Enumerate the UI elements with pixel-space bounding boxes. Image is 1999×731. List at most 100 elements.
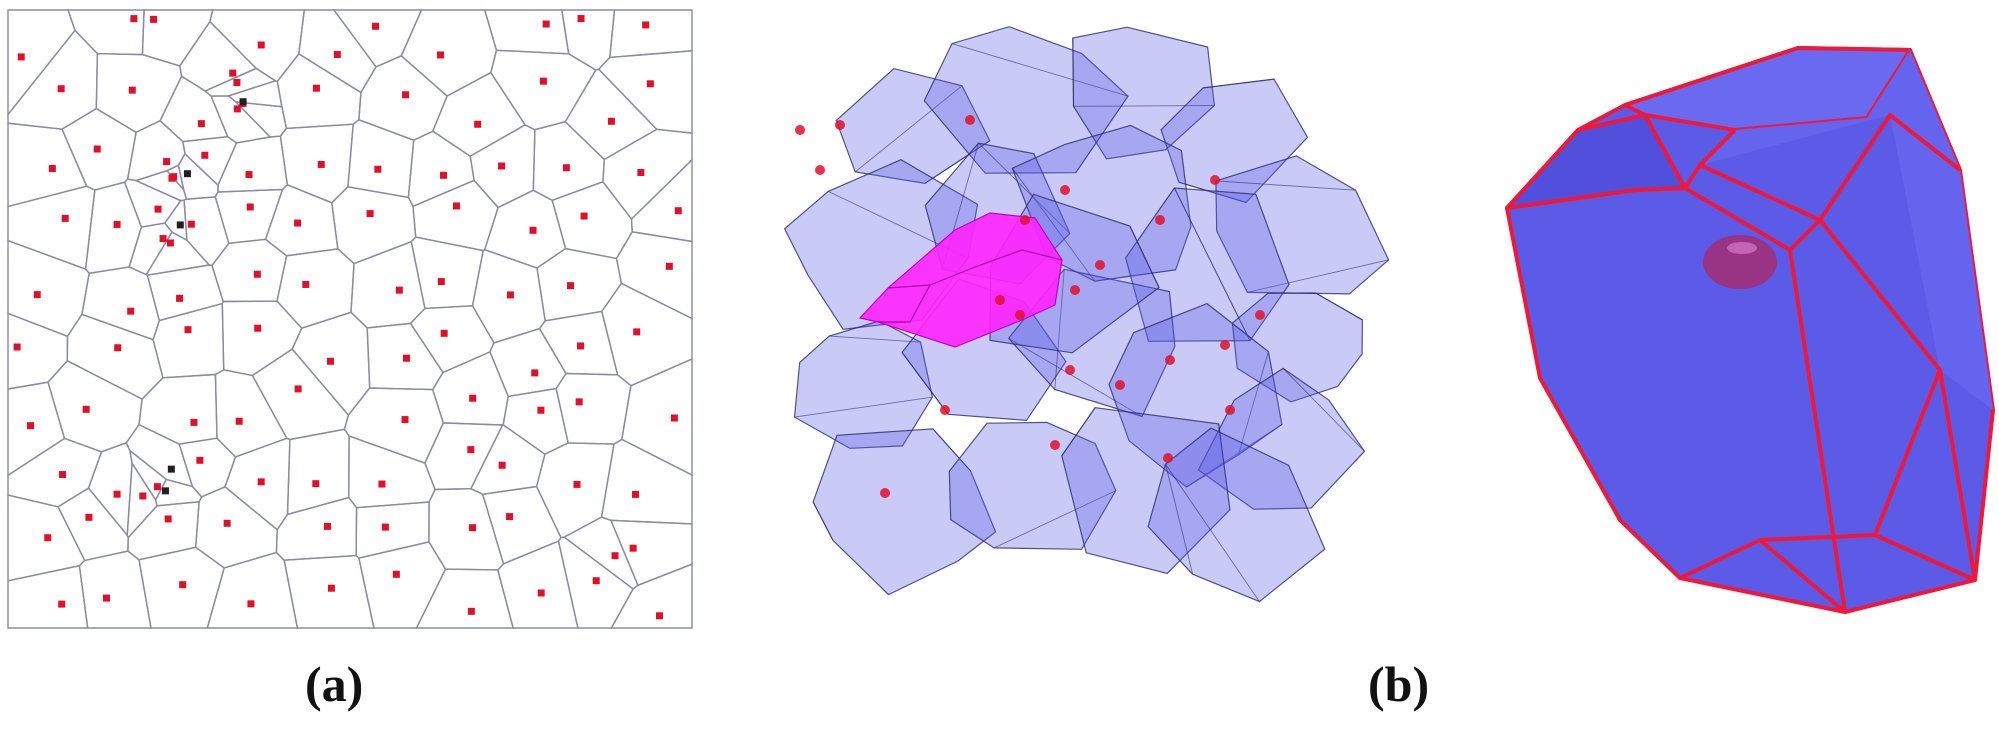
site-point bbox=[127, 307, 135, 315]
site-point bbox=[469, 394, 477, 402]
voronoi-cell bbox=[279, 123, 354, 204]
cell-edge bbox=[1061, 407, 1096, 457]
site-point bbox=[176, 221, 184, 229]
voronoi-cell bbox=[490, 49, 597, 131]
site-point bbox=[93, 145, 101, 153]
voronoi-cell bbox=[7, 564, 89, 629]
highlighted-cell bbox=[858, 212, 1063, 348]
voronoi-cell bbox=[497, 540, 579, 629]
voronoi-cell bbox=[286, 428, 350, 516]
site-point bbox=[183, 170, 191, 178]
site-point bbox=[323, 522, 331, 530]
voronoi-2d-diagram bbox=[7, 9, 693, 629]
cell-edge bbox=[924, 140, 991, 184]
site-point bbox=[531, 369, 539, 377]
voronoi-cell bbox=[535, 442, 615, 539]
site-point bbox=[82, 405, 90, 413]
site-point bbox=[85, 513, 93, 521]
site-point bbox=[1255, 310, 1265, 320]
cell-edge bbox=[1218, 423, 1231, 510]
voronoi-cell bbox=[347, 119, 415, 199]
site-point bbox=[965, 115, 975, 125]
site-point bbox=[312, 84, 320, 92]
site-point bbox=[114, 344, 122, 352]
site-point bbox=[1115, 380, 1125, 390]
voronoi-cell bbox=[78, 550, 152, 629]
voronoi-cell bbox=[469, 424, 546, 496]
site-point bbox=[467, 446, 475, 454]
site-point bbox=[498, 461, 506, 469]
site-point bbox=[163, 158, 171, 166]
site-point bbox=[452, 202, 460, 210]
voronoi-cell bbox=[555, 372, 632, 445]
voronoi-cell bbox=[126, 119, 186, 182]
cell-face bbox=[793, 320, 934, 449]
site-point bbox=[139, 492, 147, 500]
site-point bbox=[128, 86, 136, 94]
site-point bbox=[164, 515, 172, 523]
site-point bbox=[402, 91, 410, 99]
site-point bbox=[795, 125, 805, 135]
site-point bbox=[179, 581, 187, 589]
cell-outline-edge bbox=[1818, 113, 1962, 222]
site-point bbox=[57, 85, 65, 93]
site-point bbox=[366, 210, 374, 218]
site-point bbox=[642, 21, 650, 29]
voronoi-cell bbox=[179, 20, 258, 92]
voronoi-cell bbox=[134, 169, 188, 202]
cell-edge bbox=[1008, 337, 1143, 417]
voronoi-cell bbox=[431, 71, 527, 158]
cell-edge bbox=[1094, 269, 1176, 282]
cell-edge bbox=[1178, 181, 1247, 203]
voronoi-cell bbox=[409, 305, 495, 374]
cell-edge bbox=[1215, 180, 1356, 191]
site-point bbox=[1163, 453, 1173, 463]
site-point bbox=[245, 171, 253, 179]
voronoi-cell bbox=[7, 312, 69, 390]
voronoi-cell bbox=[412, 179, 499, 252]
site-point bbox=[233, 105, 241, 113]
voronoi-cell bbox=[7, 29, 99, 130]
site-point bbox=[539, 77, 547, 85]
site-point bbox=[48, 164, 56, 172]
cell-edge bbox=[1174, 187, 1251, 341]
voronoi-cell bbox=[214, 188, 284, 245]
voronoi-cell bbox=[203, 67, 278, 97]
voronoi-cell bbox=[211, 238, 288, 303]
site-point bbox=[327, 584, 335, 592]
site-point bbox=[633, 328, 641, 336]
cell-edge bbox=[794, 396, 933, 418]
site-point bbox=[474, 120, 482, 128]
site-point bbox=[440, 329, 448, 337]
site-point bbox=[506, 291, 514, 299]
site-point bbox=[815, 165, 825, 175]
site-point bbox=[402, 354, 410, 362]
site-point bbox=[646, 80, 654, 88]
site-point bbox=[257, 478, 265, 486]
voronoi-3d-cluster bbox=[760, 15, 1390, 625]
cell-edge bbox=[1075, 95, 1129, 173]
site-point bbox=[201, 151, 209, 159]
cell-outline-edge bbox=[1699, 163, 1977, 581]
cell-outline-edge bbox=[1506, 114, 1687, 210]
voronoi-cell bbox=[600, 438, 693, 525]
cell-edge bbox=[993, 490, 1117, 549]
voronoi-cell bbox=[424, 422, 504, 491]
cell-outline-edge bbox=[1874, 533, 1976, 582]
voronoi-cell bbox=[562, 516, 639, 590]
site-point bbox=[257, 41, 265, 49]
site-point bbox=[113, 220, 121, 228]
voronoi-3d-canvas bbox=[783, 26, 1390, 603]
site-point bbox=[167, 465, 175, 473]
site-point bbox=[59, 471, 67, 479]
site-point bbox=[33, 291, 41, 299]
voronoi-cell bbox=[66, 313, 164, 400]
site-point bbox=[159, 235, 167, 243]
site-point bbox=[229, 69, 237, 77]
cell-edge bbox=[1129, 225, 1160, 288]
cell-edge bbox=[1282, 368, 1365, 452]
voronoi-cell bbox=[206, 551, 299, 629]
cell-edge bbox=[1202, 78, 1275, 89]
site-point bbox=[573, 480, 581, 488]
site-point bbox=[436, 51, 444, 59]
